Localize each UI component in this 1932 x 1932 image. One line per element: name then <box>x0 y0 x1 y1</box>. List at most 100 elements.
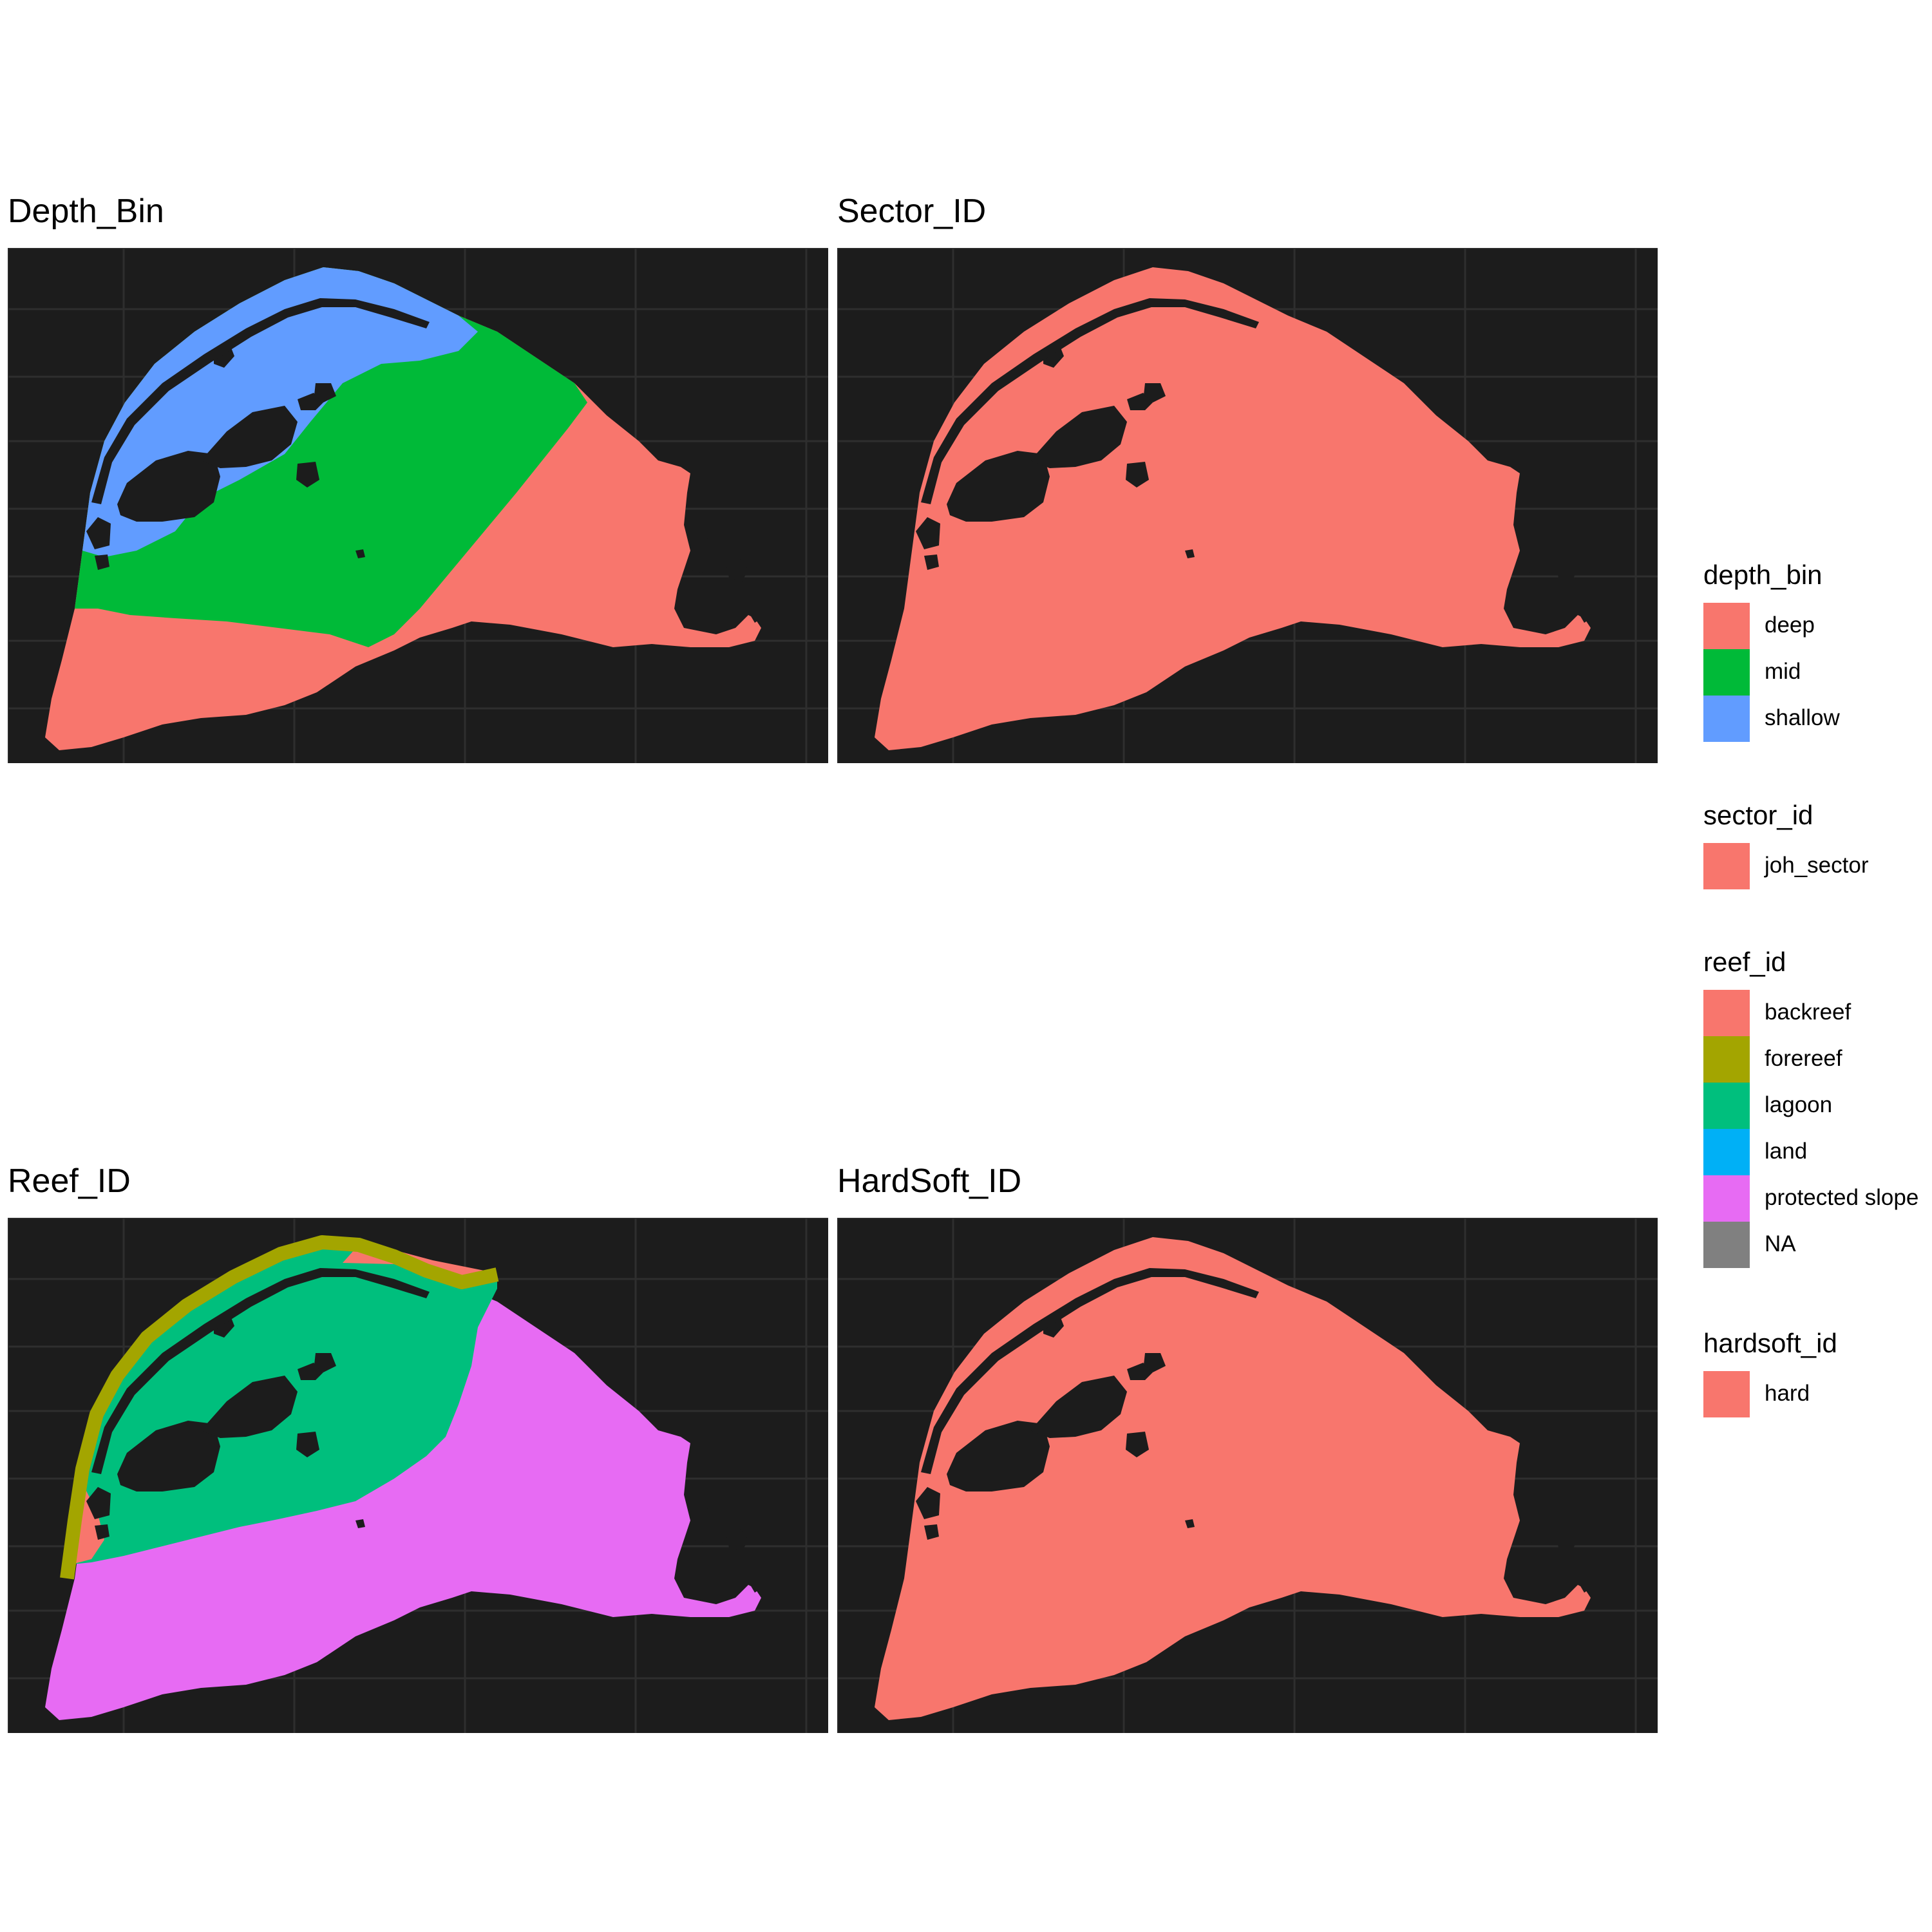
land-island <box>298 393 323 410</box>
land-island <box>201 406 298 468</box>
legend-label: protected slope <box>1765 1185 1919 1210</box>
legend-item: mid <box>1703 649 1823 696</box>
legend-label: joh_sector <box>1765 853 1869 878</box>
legend-item: shallow <box>1703 696 1840 742</box>
legend-swatch <box>1703 1222 1750 1268</box>
map-panel-depth-bin <box>6 247 829 764</box>
panel-title-hardsoft-id: HardSoft_ID <box>837 1162 1022 1200</box>
land-island <box>1517 1508 1539 1543</box>
land-island <box>947 451 1050 522</box>
legend-label: backreef <box>1765 999 1852 1025</box>
legend-swatch <box>1703 990 1750 1036</box>
legend-title: depth_bin <box>1703 560 1823 590</box>
region-forereef <box>60 1235 499 1580</box>
land-island <box>95 1524 109 1540</box>
land-island <box>95 554 109 570</box>
legend-swatch <box>1703 1175 1750 1222</box>
legend-label: mid <box>1765 659 1801 684</box>
legend-item: forereef <box>1703 1036 1842 1083</box>
land-island <box>1185 549 1195 558</box>
land-island <box>1030 1376 1127 1438</box>
land-island <box>1127 1363 1153 1380</box>
legend-title: reef_id <box>1703 947 1786 977</box>
legend-swatch <box>1703 1083 1750 1129</box>
land-island <box>1555 1527 1578 1551</box>
legend-label: NA <box>1765 1231 1796 1256</box>
panel-title-depth-bin: Depth_Bin <box>8 193 164 230</box>
land-island <box>1185 1519 1195 1528</box>
land-island <box>687 1508 710 1543</box>
land-island <box>947 1421 1050 1492</box>
legend-hardsoft-id: hardsoft_id hard <box>1703 1330 1837 1417</box>
legend-label: lagoon <box>1765 1092 1833 1117</box>
legend-label: shallow <box>1765 705 1840 730</box>
panel-title-sector-id: Sector_ID <box>837 193 987 230</box>
legend-item: deep <box>1703 603 1823 649</box>
region-hard <box>875 1237 1591 1720</box>
land-island <box>726 557 748 582</box>
land-island <box>201 1376 298 1438</box>
land-island <box>687 538 710 573</box>
land-island <box>1555 557 1578 582</box>
land-island <box>86 1487 111 1519</box>
land-island <box>82 1279 85 1289</box>
legend-item: protected slope <box>1703 1175 1918 1222</box>
legend-item: NA <box>1703 1222 1796 1268</box>
legend-title: hardsoft_id <box>1703 1328 1837 1358</box>
legend-swatch <box>1703 1129 1750 1175</box>
legend-swatch <box>1703 649 1750 696</box>
land-holes <box>911 1268 1592 1593</box>
map-panel-sector-id <box>836 247 1659 764</box>
land-island <box>86 517 111 549</box>
legend-label: deep <box>1765 612 1815 638</box>
legend-swatch <box>1703 603 1750 649</box>
land-island <box>1144 383 1166 402</box>
hardsoft-id-map <box>837 1218 1658 1733</box>
land-island <box>1578 609 1592 623</box>
land-island <box>1030 406 1127 468</box>
legend-item: backreef <box>1703 990 1851 1036</box>
land-island <box>117 451 220 522</box>
inner-channel <box>91 1268 430 1474</box>
legend-label: land <box>1765 1139 1808 1164</box>
legend-swatch <box>1703 696 1750 742</box>
land-island <box>911 309 914 319</box>
map-panel-hardsoft-id <box>836 1217 1659 1734</box>
land-holes <box>911 298 1592 623</box>
land-island <box>314 1353 336 1372</box>
legend-title: sector_id <box>1703 800 1814 830</box>
legend-item: lagoon <box>1703 1083 1832 1129</box>
legend-depth-bin: depth_bin deep mid shallow <box>1703 560 1840 742</box>
inner-channel <box>91 298 430 504</box>
land-island <box>1126 462 1149 488</box>
land-island <box>82 309 85 319</box>
inner-channel <box>921 1268 1259 1474</box>
land-island <box>296 1432 319 1457</box>
land-island <box>748 609 762 623</box>
legend-label: forereef <box>1765 1046 1842 1071</box>
land-island <box>726 1527 748 1551</box>
legend-item: land <box>1703 1129 1807 1175</box>
map-panel-reef-id <box>6 1217 829 1734</box>
reef-id-map <box>8 1218 828 1733</box>
land-island <box>916 1487 940 1519</box>
land-island <box>748 1578 762 1593</box>
sector-id-map <box>837 248 1658 763</box>
land-holes <box>82 1268 762 1593</box>
land-island <box>314 383 336 402</box>
panel-title-reef-id: Reef_ID <box>8 1162 131 1200</box>
land-island <box>298 1363 323 1380</box>
legend-swatch <box>1703 1036 1750 1083</box>
land-island <box>355 549 365 558</box>
legend-swatch <box>1703 843 1750 889</box>
legend-item: hard <box>1703 1371 1837 1417</box>
legend-item: joh_sector <box>1703 843 1868 889</box>
region-joh-sector <box>875 267 1591 750</box>
land-island <box>1578 1578 1592 1593</box>
land-island <box>911 1279 914 1289</box>
land-island <box>1127 393 1153 410</box>
legend-sector-id: sector_id joh_sector <box>1703 800 1868 889</box>
legend-swatch <box>1703 1371 1750 1417</box>
land-island <box>916 517 940 549</box>
land-island <box>296 462 319 488</box>
